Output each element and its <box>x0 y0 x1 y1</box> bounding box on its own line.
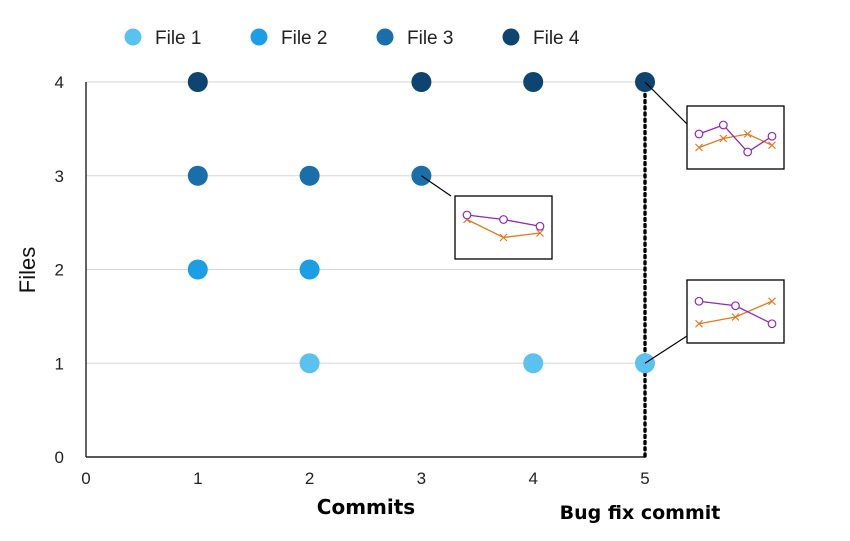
legend-item-file-1: File 1 <box>124 28 201 49</box>
inset-connector <box>644 81 688 125</box>
inset-circle-marker <box>718 120 728 130</box>
point-file-4 <box>523 72 544 92</box>
inset-circle-marker <box>462 210 472 220</box>
x-tick-label: 0 <box>81 469 90 488</box>
inset-cross-marker <box>536 229 544 237</box>
point-file-2 <box>187 259 208 280</box>
point-file-4 <box>187 72 208 92</box>
inset-plot-1 <box>421 175 553 260</box>
insets <box>421 81 785 364</box>
tick-labels: 0 1 2 3 4 0 1 2 3 4 5 <box>55 73 650 488</box>
inset-plot-3 <box>644 279 785 364</box>
inset-frame <box>686 279 785 344</box>
bug-fix-label: Bug fix commit <box>560 502 721 524</box>
x-tick-label: 3 <box>417 469 426 488</box>
inset-cross-marker <box>743 130 752 138</box>
legend-item-file-2: File 2 <box>250 28 327 49</box>
y-tick-label: 3 <box>55 167 64 186</box>
point-file-4 <box>411 72 432 92</box>
inset-circle-marker <box>743 147 753 157</box>
legend-label: File 2 <box>281 28 327 49</box>
point-file-1 <box>299 353 320 374</box>
legend-swatch <box>376 28 394 46</box>
grid-lines <box>86 81 645 364</box>
axes <box>85 82 645 458</box>
legend-label: File 4 <box>533 28 580 49</box>
legend-label: File 3 <box>407 28 453 49</box>
y-tick-label: 4 <box>55 73 64 92</box>
x-axis-title: Commits <box>317 495 415 519</box>
legend: File 1 File 2 File 3 File 4 <box>124 28 580 49</box>
inset-circle-marker <box>731 301 740 311</box>
point-file-3 <box>299 165 320 186</box>
inset-circle-marker <box>694 296 704 306</box>
inset-cross-marker <box>731 313 740 321</box>
inset-circle-marker <box>767 131 777 141</box>
inset-circle-marker <box>767 319 777 329</box>
inset-cross-marker <box>695 143 703 152</box>
inset-cross-marker <box>768 141 776 150</box>
y-tick-label: 2 <box>55 261 64 280</box>
x-tick-label: 4 <box>528 469 537 488</box>
inset-cross-marker <box>768 297 776 306</box>
inset-cross-line <box>698 133 773 149</box>
point-file-1 <box>523 353 544 374</box>
y-axis-title: Files <box>15 247 40 293</box>
point-file-2 <box>299 259 320 280</box>
x-tick-label: 2 <box>305 469 314 488</box>
legend-swatch <box>502 28 520 46</box>
legend-swatch <box>250 28 268 46</box>
inset-connector <box>644 335 688 364</box>
legend-swatch <box>124 28 142 46</box>
inset-cross-marker <box>719 134 728 143</box>
inset-circle-marker <box>694 129 704 139</box>
x-tick-label: 1 <box>193 469 202 488</box>
inset-cross-marker <box>695 319 703 328</box>
inset-connector <box>421 175 452 197</box>
legend-item-file-4: File 4 <box>502 28 580 49</box>
data-points <box>187 72 655 374</box>
inset-circle-marker <box>535 221 545 231</box>
inset-circle-line <box>698 124 773 153</box>
inset-circle-marker <box>499 215 508 224</box>
y-tick-label: 1 <box>55 354 64 373</box>
legend-label: File 1 <box>155 28 201 49</box>
inset-plot-2 <box>644 81 785 170</box>
y-tick-label: 0 <box>55 448 64 467</box>
legend-item-file-3: File 3 <box>376 28 453 49</box>
x-tick-label: 5 <box>640 469 649 488</box>
point-file-3 <box>187 165 208 186</box>
inset-cross-marker <box>499 233 508 242</box>
